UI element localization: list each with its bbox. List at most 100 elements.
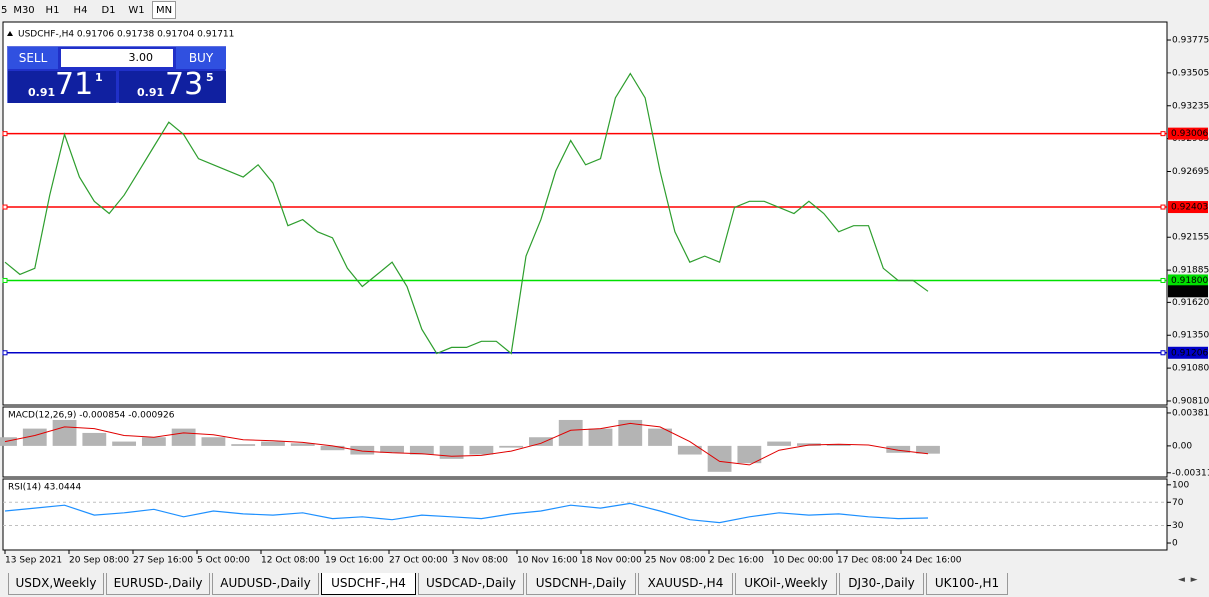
level-handle [1160, 350, 1166, 356]
level-handle [1160, 131, 1166, 137]
histogram-bar [82, 432, 107, 446]
chart-tab[interactable]: EURUSD-,Daily [106, 573, 210, 595]
bid-small: 1 [95, 71, 103, 84]
histogram-bar [201, 437, 226, 446]
histogram-bar [0, 437, 17, 446]
x-tick-label: 25 Nov 08:00 [645, 556, 706, 566]
y-tick-label: 30 [1172, 521, 1184, 531]
macd-title: MACD(12,26,9) -0.000854 -0.000926 [8, 411, 175, 421]
y-tick-label: 0.93775 [1172, 36, 1209, 46]
histogram-bar [112, 441, 137, 446]
last-price-box [1168, 285, 1208, 298]
histogram-bar [320, 445, 345, 451]
y-tick-label: 100 [1172, 480, 1189, 490]
y-tick-label: 0.92695 [1172, 167, 1209, 177]
buy-button[interactable]: BUY [176, 47, 226, 69]
y-tick-label: 0.92155 [1172, 233, 1209, 243]
histogram-bar [916, 445, 940, 454]
histogram-bar [588, 428, 613, 446]
level-label-box [1168, 346, 1208, 359]
signal-line [4, 422, 929, 466]
x-tick-label: 12 Oct 08:00 [261, 556, 320, 566]
x-tick-label: 13 Sep 2021 [5, 556, 62, 566]
timeframe-button[interactable]: MN [152, 1, 176, 19]
histogram-bar [231, 444, 256, 446]
timeframe-button[interactable]: W1 [128, 5, 145, 16]
y-tick-label: 0.91885 [1172, 266, 1209, 276]
level-label: 0.92403 [1171, 203, 1208, 213]
level-label-box [1168, 274, 1208, 287]
y-tick-label: -0.003115 [1172, 468, 1209, 478]
chart-tab[interactable]: UKOil-,Weekly [735, 573, 837, 595]
histogram-bar [618, 419, 643, 446]
y-tick-label: 0.91620 [1172, 298, 1209, 308]
ask-box[interactable]: 0.91 73 5 [119, 67, 226, 103]
chart-tab[interactable]: USDCHF-,H4 [321, 573, 416, 595]
bid-main: 71 [55, 67, 94, 102]
histogram-bar [677, 445, 702, 455]
histogram-bar [52, 419, 77, 446]
x-tick-label: 10 Nov 16:00 [517, 556, 578, 566]
y-tick-label: 70 [1172, 498, 1184, 508]
level-handle [1160, 204, 1166, 210]
chart-tab[interactable]: USDCNH-,Daily [526, 573, 636, 595]
histogram-bar [290, 443, 315, 446]
rsi-title: RSI(14) 43.0444 [8, 483, 81, 493]
histogram-bar [439, 445, 464, 459]
level-label: 0.93006 [1171, 129, 1208, 139]
x-tick-label: 27 Oct 00:00 [389, 556, 448, 566]
histogram-bar [767, 441, 792, 446]
histogram-bar [469, 445, 494, 455]
chart-tab[interactable]: DJ30-,Daily [839, 573, 924, 595]
x-tick-label: 2 Dec 16:00 [709, 556, 764, 566]
lot-input[interactable]: 3.00 [61, 49, 173, 67]
level-handle [1160, 277, 1166, 283]
timeframe-button[interactable]: 5 [1, 5, 8, 16]
y-tick-label: 0.91080 [1172, 364, 1209, 374]
x-tick-label: 10 Dec 00:00 [773, 556, 834, 566]
histogram-bar [499, 445, 524, 448]
y-tick-label: 0.90810 [1172, 396, 1209, 406]
histogram-bar [380, 445, 404, 453]
timeframe-button[interactable]: D1 [101, 5, 116, 16]
x-tick-label: 27 Sep 16:00 [133, 556, 193, 566]
last-price-label: 0.91711 [1171, 287, 1208, 297]
chart-title: USDCHF-,H4 0.91706 0.91738 0.91704 0.917… [18, 30, 234, 40]
x-tick-label: 19 Oct 16:00 [325, 556, 384, 566]
bid-prefix: 0.91 [28, 86, 56, 99]
histogram-bar [529, 437, 553, 446]
x-tick-label: 17 Dec 08:00 [837, 556, 898, 566]
histogram-bar [737, 445, 762, 464]
x-tick-label: 24 Dec 16:00 [901, 556, 962, 566]
histogram-bar [409, 445, 434, 455]
y-tick-label: 0.00 [1172, 441, 1192, 451]
level-handle [2, 131, 8, 137]
chart-tab[interactable]: UK100-,H1 [926, 573, 1008, 595]
price-line [4, 502, 929, 524]
ask-small: 5 [206, 71, 214, 84]
level-label: 0.91206 [1171, 348, 1208, 358]
chart-tab[interactable]: USDX,Weekly [8, 573, 104, 595]
histogram-bar [141, 437, 166, 446]
ask-prefix: 0.91 [137, 86, 165, 99]
chart-tab[interactable]: AUDUSD-,Daily [212, 573, 319, 595]
ask-main: 73 [165, 67, 204, 102]
chart-tab[interactable]: XAUUSD-,H4 [638, 573, 733, 595]
y-tick-label: 0.003811 [1172, 408, 1209, 418]
timeframe-button[interactable]: H1 [45, 5, 60, 16]
timeframe-button[interactable]: H4 [73, 5, 88, 16]
tab-scroll[interactable]: ◄ ► [1178, 575, 1198, 585]
x-tick-label: 5 Oct 00:00 [197, 556, 250, 566]
y-tick-label: 0.93235 [1172, 101, 1209, 111]
macd-pane [2, 406, 1168, 478]
timeframe-button[interactable]: M30 [13, 5, 35, 16]
x-tick-label: 3 Nov 08:00 [453, 556, 508, 566]
chart-tab[interactable]: USDCAD-,Daily [418, 573, 524, 595]
sell-button[interactable]: SELL [8, 47, 58, 69]
price-line [4, 72, 929, 355]
x-tick-label: 18 Nov 00:00 [581, 556, 642, 566]
histogram-bar [826, 444, 851, 446]
bid-box[interactable]: 0.91 71 1 [8, 67, 116, 103]
histogram-bar [261, 441, 285, 446]
